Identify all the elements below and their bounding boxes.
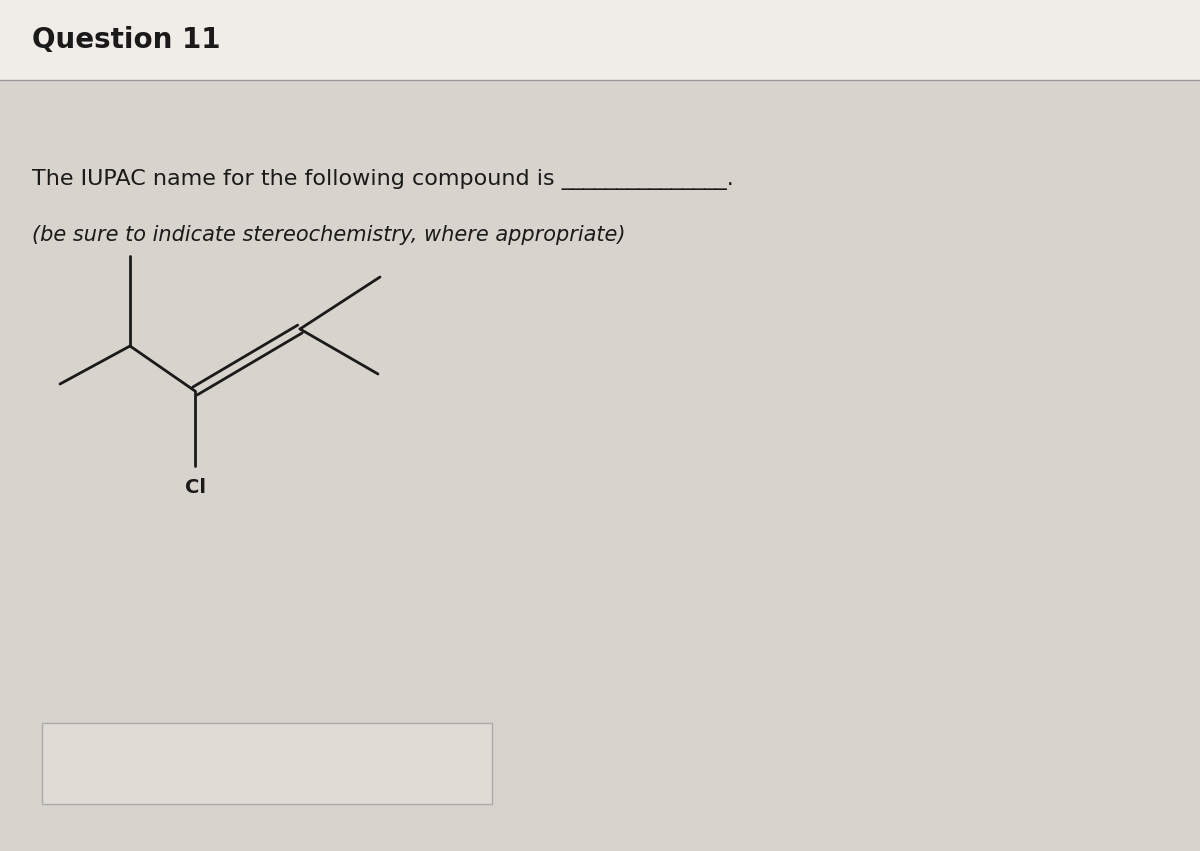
Text: Question 11: Question 11 [32, 26, 221, 54]
Text: Cl: Cl [185, 478, 205, 497]
Bar [42, 723, 492, 804]
Text: (be sure to indicate stereochemistry, where appropriate): (be sure to indicate stereochemistry, wh… [32, 225, 625, 245]
Text: The IUPAC name for the following compound is _______________.: The IUPAC name for the following compoun… [32, 169, 733, 191]
Bar [0, 0, 1200, 80]
